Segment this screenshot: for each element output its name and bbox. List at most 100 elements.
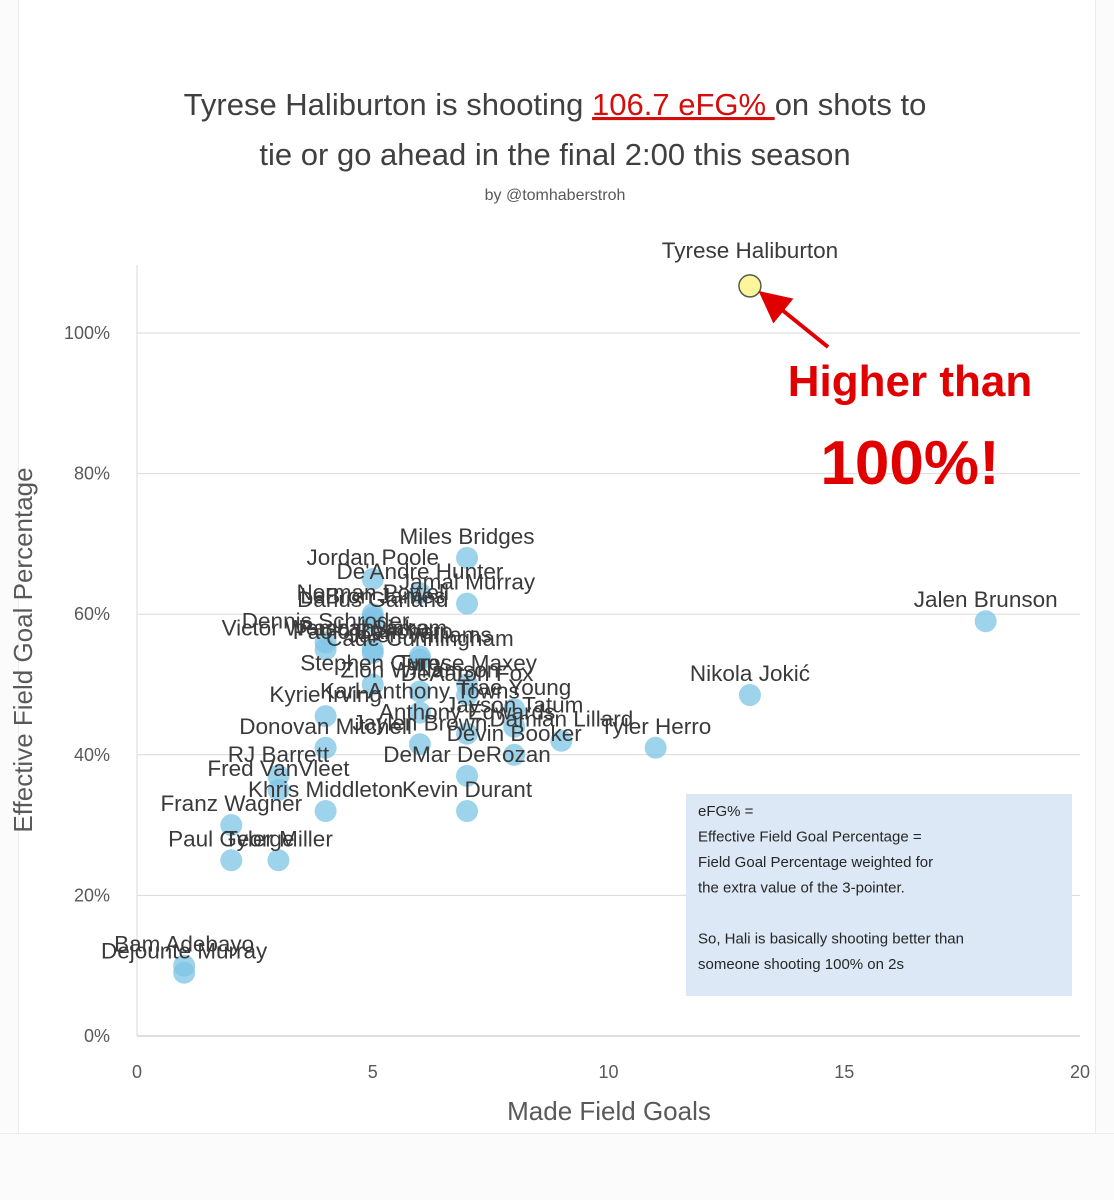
x-tick-label: 20 bbox=[1070, 1062, 1090, 1082]
note-line: So, Hali is basically shooting better th… bbox=[698, 931, 964, 948]
data-point bbox=[408, 582, 431, 605]
data-point bbox=[408, 701, 431, 724]
data-point bbox=[314, 736, 337, 759]
data-point bbox=[314, 705, 337, 728]
point-label: Dennis Schroder bbox=[242, 608, 410, 633]
data-point bbox=[314, 800, 337, 823]
data-point bbox=[267, 778, 290, 801]
point-label: RJ Barrett bbox=[228, 742, 330, 767]
data-point bbox=[220, 814, 243, 837]
gridlines bbox=[136, 265, 1080, 1037]
data-point bbox=[220, 849, 243, 872]
point-label: Tyrese Maxey bbox=[397, 651, 538, 676]
point-label: Tyrese Haliburton bbox=[662, 238, 838, 263]
point-label: Victor Wembanyama bbox=[222, 615, 430, 640]
data-point bbox=[361, 610, 384, 633]
x-axis-label: Made Field Goals bbox=[507, 1096, 711, 1126]
note-box bbox=[686, 794, 1072, 996]
point-label: Anthony Edwards bbox=[379, 700, 555, 725]
point-label: DeMar DeRozan bbox=[383, 742, 551, 767]
point-label: Jamal Murray bbox=[399, 570, 536, 595]
data-point-highlight bbox=[738, 274, 762, 298]
point-label: Tyler Miller bbox=[224, 826, 333, 851]
x-tick-label: 10 bbox=[598, 1062, 618, 1082]
data-point bbox=[456, 722, 479, 745]
data-point bbox=[503, 715, 526, 738]
annotation-line-2: 100%! bbox=[820, 429, 999, 498]
data-point bbox=[408, 733, 431, 756]
point-label: Nikola Jokić bbox=[690, 661, 810, 686]
point-label: Kevin Durant bbox=[402, 777, 533, 802]
data-point bbox=[456, 800, 479, 823]
chart-title-before: Tyrese Haliburton is shooting bbox=[184, 87, 592, 122]
point-label: Fred VanVleet bbox=[207, 756, 350, 781]
point-label: Bam Adebayo bbox=[114, 932, 254, 957]
y-axis-label: Effective Field Goal Percentage bbox=[8, 467, 38, 832]
y-tick-label: 40% bbox=[74, 745, 110, 765]
data-points bbox=[173, 274, 997, 984]
data-point bbox=[550, 729, 573, 752]
point-label: Norman Powell bbox=[296, 580, 449, 605]
point-label: Jaylen Brown bbox=[352, 710, 487, 735]
point-label: Trae Young bbox=[457, 675, 571, 700]
note-line: eFG% = bbox=[698, 803, 754, 820]
data-point bbox=[408, 648, 431, 671]
point-label: Zion Williamson bbox=[341, 658, 500, 683]
point-label: Tyler Herro bbox=[600, 714, 711, 739]
chart-title-after: on shots to bbox=[775, 87, 927, 122]
data-point bbox=[408, 680, 431, 703]
y-tick-label: 20% bbox=[74, 885, 110, 905]
chart-title-highlight: 106.7 eFG% bbox=[592, 87, 775, 122]
note-line: the extra value of the 3-pointer. bbox=[698, 880, 905, 897]
y-tick-label: 80% bbox=[74, 464, 110, 484]
point-label: Donovan Mitchell bbox=[239, 714, 412, 739]
point-label: Paul George bbox=[168, 826, 294, 851]
data-point bbox=[314, 638, 337, 661]
point-label: Paolo Banchero bbox=[293, 619, 453, 644]
chart-credit: by @tomhaberstroh bbox=[485, 187, 626, 204]
data-point bbox=[644, 736, 667, 759]
point-label: Miles Bridges bbox=[400, 524, 535, 549]
point-label: Jalen Williams bbox=[348, 622, 492, 647]
data-point bbox=[361, 673, 384, 696]
point-label: Jordan Poole bbox=[306, 545, 439, 570]
data-point bbox=[361, 641, 384, 664]
data-point bbox=[738, 684, 761, 707]
note-line: someone shooting 100% on 2s bbox=[698, 956, 904, 973]
point-label: Cade Cunningham bbox=[326, 626, 514, 651]
data-point bbox=[173, 961, 196, 984]
note-line: Effective Field Goal Percentage = bbox=[698, 829, 922, 846]
data-point bbox=[456, 592, 479, 615]
point-label: LeBron James bbox=[300, 584, 445, 609]
axis-ticks: 0% 20% 40% 60% 80% 100% 0 5 10 15 20 bbox=[64, 323, 1090, 1082]
point-label: DeAaron Fox bbox=[401, 661, 534, 686]
point-label: Pascal Siakam bbox=[298, 615, 447, 640]
note-text: eFG% = Effective Field Goal Percentage = F… bbox=[698, 803, 964, 973]
point-label: Stephen Curry bbox=[300, 651, 446, 676]
data-point bbox=[974, 610, 997, 633]
data-point bbox=[503, 743, 526, 766]
data-point bbox=[503, 698, 526, 721]
point-label: Karl-Anthony Towns bbox=[320, 679, 520, 704]
data-point bbox=[361, 568, 384, 591]
point-label: Damian Lillard bbox=[489, 707, 633, 732]
data-point bbox=[456, 684, 479, 707]
bottom-frame-strip bbox=[0, 1133, 1114, 1200]
point-label: Jalen Brunson bbox=[914, 587, 1058, 612]
x-tick-label: 15 bbox=[834, 1062, 854, 1082]
data-point bbox=[456, 546, 479, 569]
x-tick-label: 5 bbox=[368, 1062, 378, 1082]
point-label: Khris Middleton bbox=[248, 777, 403, 802]
note-line: Field Goal Percentage weighted for bbox=[698, 854, 933, 871]
left-frame-strip bbox=[0, 0, 19, 1200]
point-label: De'Andre Hunter bbox=[336, 559, 503, 584]
y-tick-label: 60% bbox=[74, 604, 110, 624]
annotation-arrow bbox=[758, 290, 830, 349]
point-label: Dejounte Murray bbox=[101, 939, 268, 964]
point-label: Devin Booker bbox=[447, 721, 583, 746]
annotation-line-1: Higher than bbox=[788, 357, 1032, 406]
point-label: Jayson Tatum bbox=[445, 693, 583, 718]
right-frame-strip bbox=[1095, 0, 1114, 1200]
x-tick-label: 0 bbox=[132, 1062, 142, 1082]
